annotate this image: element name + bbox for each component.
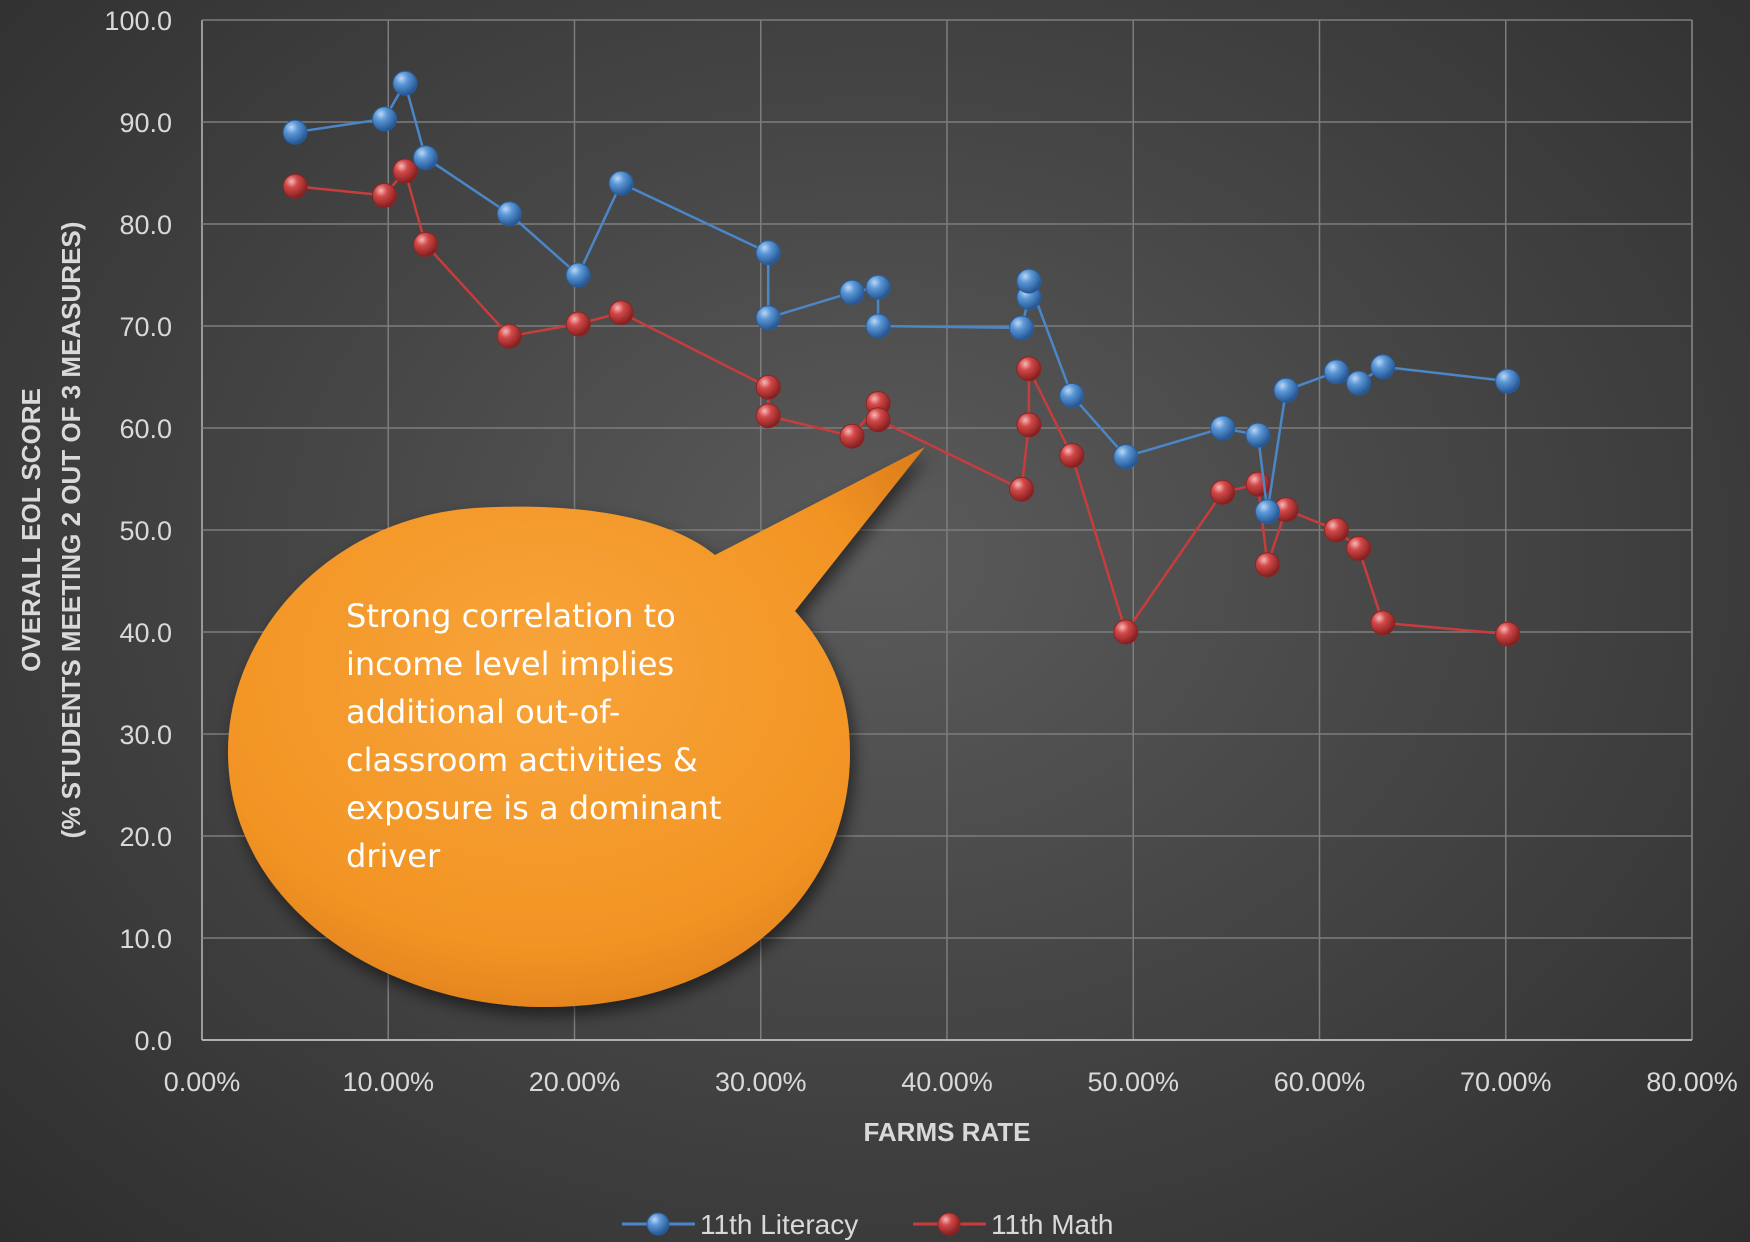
callout-text-line: additional out-of- <box>346 693 620 731</box>
x-axis-title: FARMS RATE <box>863 1117 1030 1147</box>
data-point-11th-literacy <box>865 313 891 339</box>
data-point-11th-math <box>372 182 397 208</box>
y-axis-ticks: 0.0 10.0 20.0 30.0 40.0 50.0 60.0 70.0 80.0 90.0 1… <box>104 6 172 1056</box>
series-11th-math <box>282 158 1521 647</box>
series-line-11th-literacy <box>294 79 1508 512</box>
data-point-11th-literacy <box>1370 354 1396 380</box>
y-tick-label: 30.0 <box>119 720 172 750</box>
data-point-11th-literacy <box>496 201 522 227</box>
x-tick-label: 60.00% <box>1274 1067 1366 1097</box>
callout-text-line: Strong correlation to <box>346 597 676 635</box>
y-tick-label: 20.0 <box>119 822 172 852</box>
data-point-11th-literacy <box>608 170 634 196</box>
legend-label-11th-literacy: 11th Literacy <box>700 1209 858 1240</box>
data-point-11th-math <box>1009 476 1034 502</box>
x-tick-label: 50.00% <box>1087 1067 1179 1097</box>
data-point-11th-math <box>1495 621 1521 647</box>
x-tick-label: 0.00% <box>164 1067 241 1097</box>
data-point-11th-literacy <box>865 274 891 300</box>
data-point-11th-math <box>1245 471 1271 497</box>
data-point-11th-math <box>1016 412 1042 438</box>
data-point-11th-math <box>413 231 438 257</box>
x-tick-label: 30.00% <box>715 1067 807 1097</box>
x-tick-label: 10.00% <box>342 1067 434 1097</box>
data-point-11th-literacy <box>839 279 865 305</box>
data-point-11th-literacy <box>282 119 308 145</box>
data-point-11th-literacy <box>1113 444 1139 470</box>
y-tick-label: 40.0 <box>119 618 172 648</box>
data-point-11th-math <box>392 158 418 184</box>
data-point-11th-math <box>496 323 522 349</box>
data-point-11th-math <box>608 300 634 326</box>
data-point-11th-math <box>755 374 781 400</box>
callout-text-line: driver <box>346 837 441 875</box>
data-point-11th-literacy <box>392 70 418 96</box>
legend-item-11th-math: 11th Math <box>913 1209 1113 1240</box>
y-tick-label: 0.0 <box>134 1026 172 1056</box>
data-point-11th-math <box>839 423 865 449</box>
callout-text-line: exposure is a dominant <box>346 789 721 827</box>
data-point-11th-literacy <box>1254 499 1280 525</box>
legend-marker-11th-math <box>937 1212 961 1236</box>
data-point-11th-math <box>282 173 308 199</box>
data-point-11th-literacy <box>1016 268 1042 294</box>
callout-text-line: classroom activities & <box>346 741 698 779</box>
y-axis-title-line-2: (% STUDENTS MEETING 2 OUT OF 3 MEASURES) <box>56 222 86 839</box>
callout-annotation: Strong correlation to income level implie… <box>228 447 925 1007</box>
data-point-11th-math <box>865 407 891 433</box>
data-point-11th-literacy <box>1210 415 1236 441</box>
data-point-11th-math <box>1059 443 1085 468</box>
callout-text: Strong correlation to income level implie… <box>346 597 721 875</box>
legend-item-11th-literacy: 11th Literacy <box>622 1209 858 1240</box>
data-point-11th-literacy <box>372 106 397 132</box>
legend-marker-11th-literacy <box>646 1212 670 1236</box>
data-point-11th-literacy <box>1323 359 1349 385</box>
x-tick-label: 80.00% <box>1646 1067 1738 1097</box>
series-11th-literacy <box>282 70 1521 525</box>
legend: 11th Literacy 11th Math <box>622 1209 1113 1240</box>
data-point-11th-literacy <box>755 305 781 331</box>
data-point-11th-math <box>1346 535 1372 561</box>
series-layer <box>282 70 1521 647</box>
callout-bubble <box>228 447 925 1007</box>
y-tick-label: 10.0 <box>119 924 172 954</box>
x-tick-label: 70.00% <box>1460 1067 1552 1097</box>
data-point-11th-math <box>1210 479 1236 505</box>
data-point-11th-math <box>1016 356 1042 382</box>
data-point-11th-literacy <box>1009 315 1034 341</box>
data-point-11th-literacy <box>565 262 591 288</box>
x-tick-label: 40.00% <box>901 1067 993 1097</box>
legend-label-11th-math: 11th Math <box>991 1209 1113 1240</box>
y-tick-label: 80.0 <box>119 210 172 240</box>
data-point-11th-literacy <box>1346 370 1372 396</box>
y-tick-label: 70.0 <box>119 312 172 342</box>
data-point-11th-math <box>755 403 781 429</box>
x-tick-label: 20.00% <box>529 1067 621 1097</box>
data-point-11th-literacy <box>1273 377 1299 403</box>
y-tick-label: 50.0 <box>119 516 172 546</box>
data-point-11th-math <box>1370 610 1396 636</box>
data-point-11th-literacy <box>1059 382 1085 408</box>
data-point-11th-math <box>1113 619 1139 645</box>
y-tick-label: 90.0 <box>119 108 172 138</box>
data-point-11th-math <box>1323 517 1349 543</box>
data-point-11th-math <box>1254 552 1280 578</box>
data-point-11th-literacy <box>413 145 438 171</box>
y-axis-title-line-1: OVERALL EOL SCORE <box>16 388 46 672</box>
callout-text-line: income level implies <box>346 645 674 683</box>
data-point-11th-literacy <box>755 240 781 266</box>
data-point-11th-literacy <box>1245 422 1271 448</box>
data-point-11th-math <box>565 311 591 337</box>
x-axis-ticks: 0.00% 10.00% 20.00% 30.00% 40.00% 50.00% 60.00… <box>164 1067 1738 1097</box>
y-tick-label: 100.0 <box>104 6 172 36</box>
data-point-11th-literacy <box>1495 368 1521 394</box>
y-tick-label: 60.0 <box>119 414 172 444</box>
